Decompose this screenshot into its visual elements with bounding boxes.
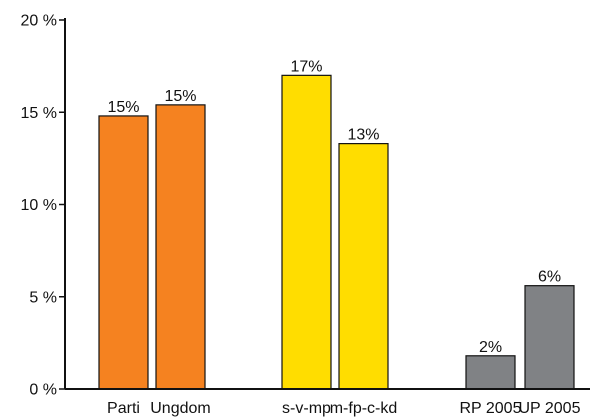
bar bbox=[281, 74, 332, 390]
x-category-label: Ungdom bbox=[150, 400, 210, 417]
x-category-label: RP 2005 bbox=[460, 400, 522, 417]
bar bbox=[98, 115, 149, 390]
x-category-label: UP 2005 bbox=[519, 400, 581, 417]
y-tick-label: 0 % bbox=[29, 382, 57, 399]
y-tick-label: 10 % bbox=[21, 197, 57, 214]
y-tick-label: 5 % bbox=[29, 289, 57, 306]
data-label: 13% bbox=[347, 127, 379, 144]
data-label: 15% bbox=[107, 99, 139, 116]
x-category-label: m-fp-c-kd bbox=[330, 400, 398, 417]
y-tick-label: 15 % bbox=[21, 105, 57, 122]
data-label: 15% bbox=[164, 88, 196, 105]
data-label: 17% bbox=[290, 58, 322, 75]
data-label: 6% bbox=[538, 269, 561, 286]
y-axis: 0 % 5 % 10 % 15 % 20 % bbox=[21, 13, 66, 399]
bars bbox=[98, 74, 575, 390]
x-category-label: s-v-mp bbox=[282, 400, 331, 417]
data-label: 2% bbox=[479, 339, 502, 356]
bar bbox=[524, 285, 575, 390]
y-tick-label: 20 % bbox=[21, 13, 57, 30]
data-labels: 15% 15% 17% 13% 2% 6% bbox=[107, 58, 561, 355]
bar bbox=[465, 355, 516, 390]
bar bbox=[155, 104, 206, 390]
bar bbox=[338, 143, 389, 390]
x-category-label: Parti bbox=[107, 400, 140, 417]
